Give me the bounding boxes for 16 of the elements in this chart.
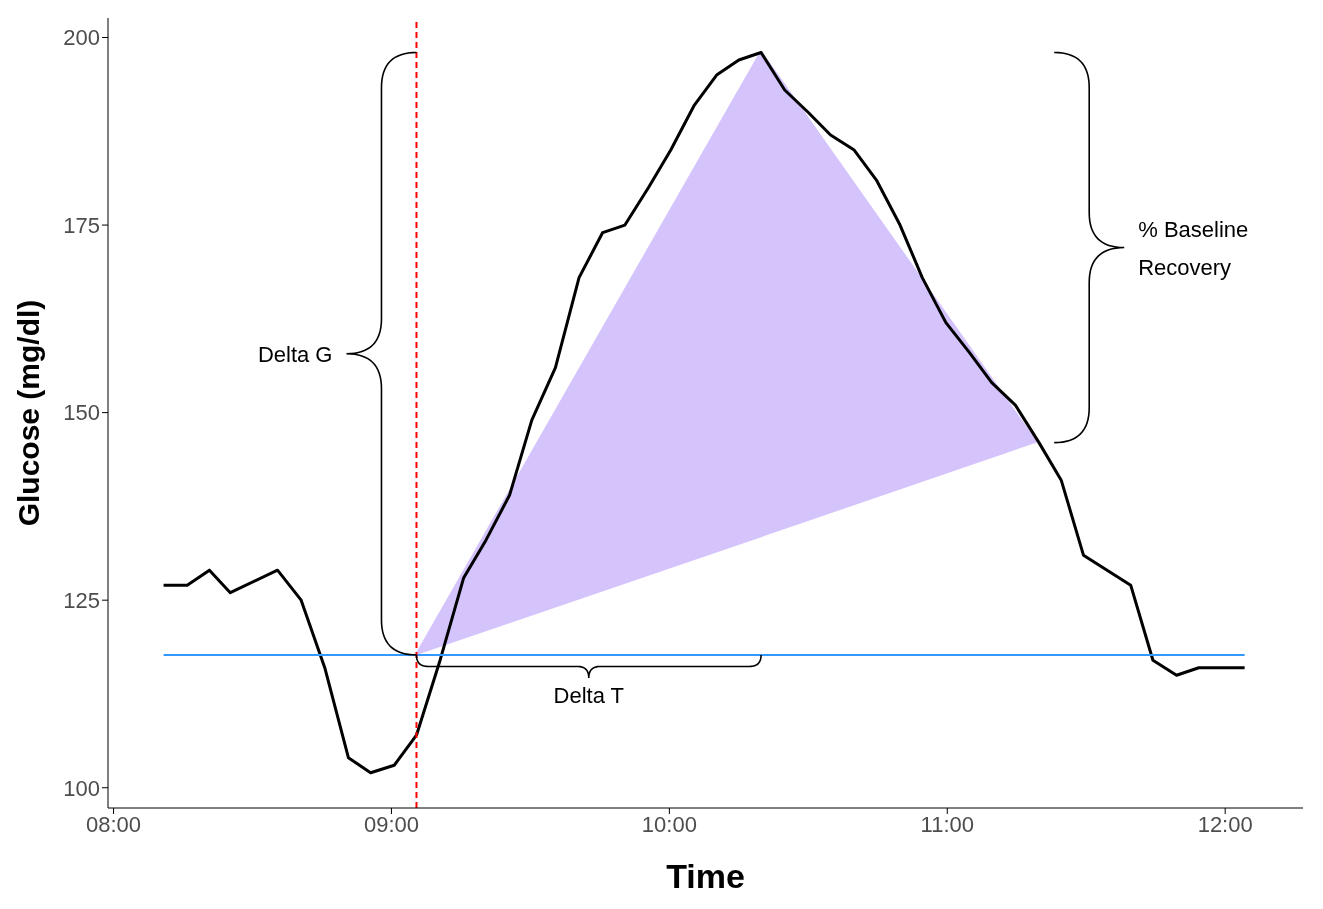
annotation: % Baseline Recovery — [1138, 216, 1249, 280]
line-series — [162, 51, 1247, 775]
x-tick-label: 12:00 — [1197, 811, 1253, 837]
x-tick-label: 10:00 — [641, 811, 697, 837]
x-tick-label: 08:00 — [86, 811, 142, 837]
y-tick-label: 100 — [63, 775, 100, 801]
x-axis-title: Time — [666, 857, 745, 895]
annotation: Delta G — [257, 341, 333, 367]
y-tick-label: 150 — [63, 400, 100, 426]
y-tick-label: 200 — [63, 25, 100, 51]
x-tick-label: 09:00 — [363, 811, 419, 837]
y-tick-label: 125 — [63, 587, 100, 613]
x-tick-label: 11:00 — [920, 811, 974, 837]
y-tick-label: 175 — [63, 212, 100, 238]
y-axis-title: Glucose (mg/dl) — [11, 299, 45, 527]
annotation: Delta T — [553, 682, 625, 708]
